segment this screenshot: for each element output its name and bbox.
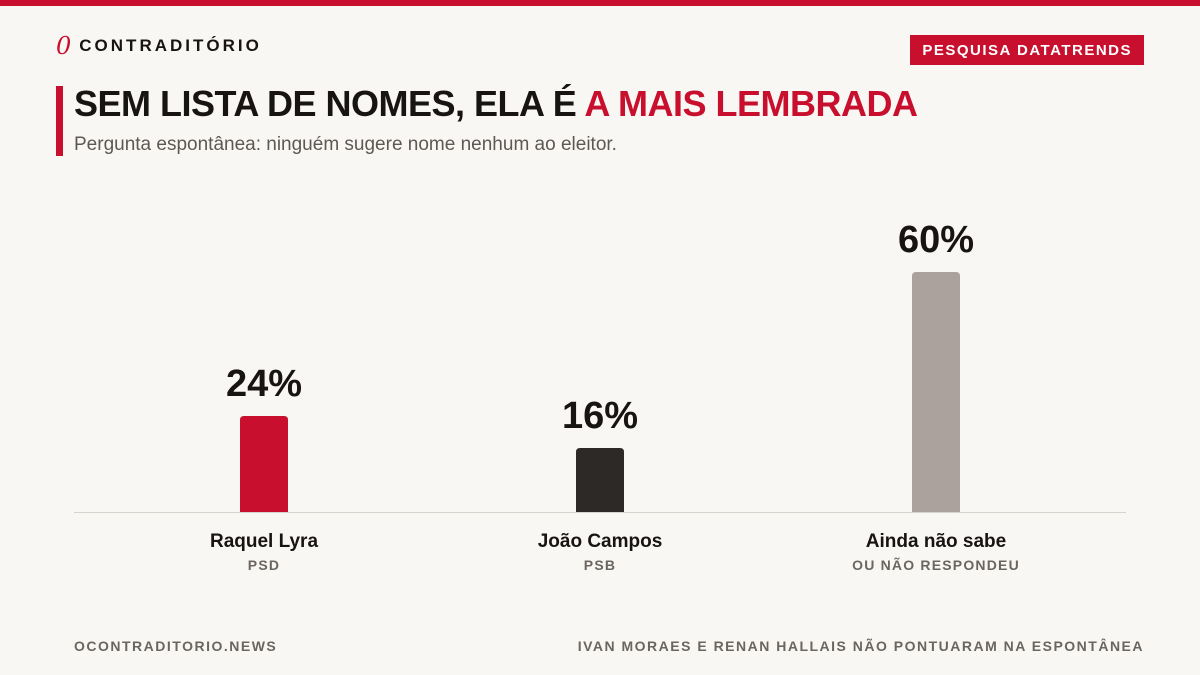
footer-note: IVAN MORAES E RENAN HALLAIS NÃO PONTUARA… <box>577 638 1144 654</box>
source-badge: PESQUISA DATATRENDS <box>910 35 1144 65</box>
footer-site: OCONTRADITORIO.NEWS <box>74 638 278 654</box>
top-accent-bar <box>0 0 1200 6</box>
bar <box>576 448 624 512</box>
bar <box>240 416 288 512</box>
category-label: Ainda não sabe <box>866 531 1006 552</box>
page-subtitle: Pergunta espontânea: ninguém sugere nome… <box>74 134 617 155</box>
data-label: 24% <box>226 363 302 405</box>
title-highlight: A MAIS LEMBRADA <box>584 83 918 124</box>
bar <box>912 272 960 512</box>
headline-accent-bar <box>56 86 63 156</box>
category-sublabel: PSB <box>584 557 616 573</box>
page-title: SEM LISTA DE NOMES, ELA É A MAIS LEMBRAD… <box>74 82 918 126</box>
category-sublabel: OU NÃO RESPONDEU <box>852 556 1020 573</box>
brand-name: CONTRADITÓRIO <box>79 36 262 55</box>
title-prefix: SEM LISTA DE NOMES, ELA É <box>74 83 585 124</box>
data-label: 60% <box>898 219 974 261</box>
data-label: 16% <box>562 395 638 437</box>
category-label: João Campos <box>538 531 663 552</box>
brand-mark: 0 <box>56 32 72 60</box>
category-label: Raquel Lyra <box>210 531 318 552</box>
brand-logo: 0 CONTRADITÓRIO <box>56 30 262 62</box>
category-sublabel: PSD <box>248 557 280 573</box>
